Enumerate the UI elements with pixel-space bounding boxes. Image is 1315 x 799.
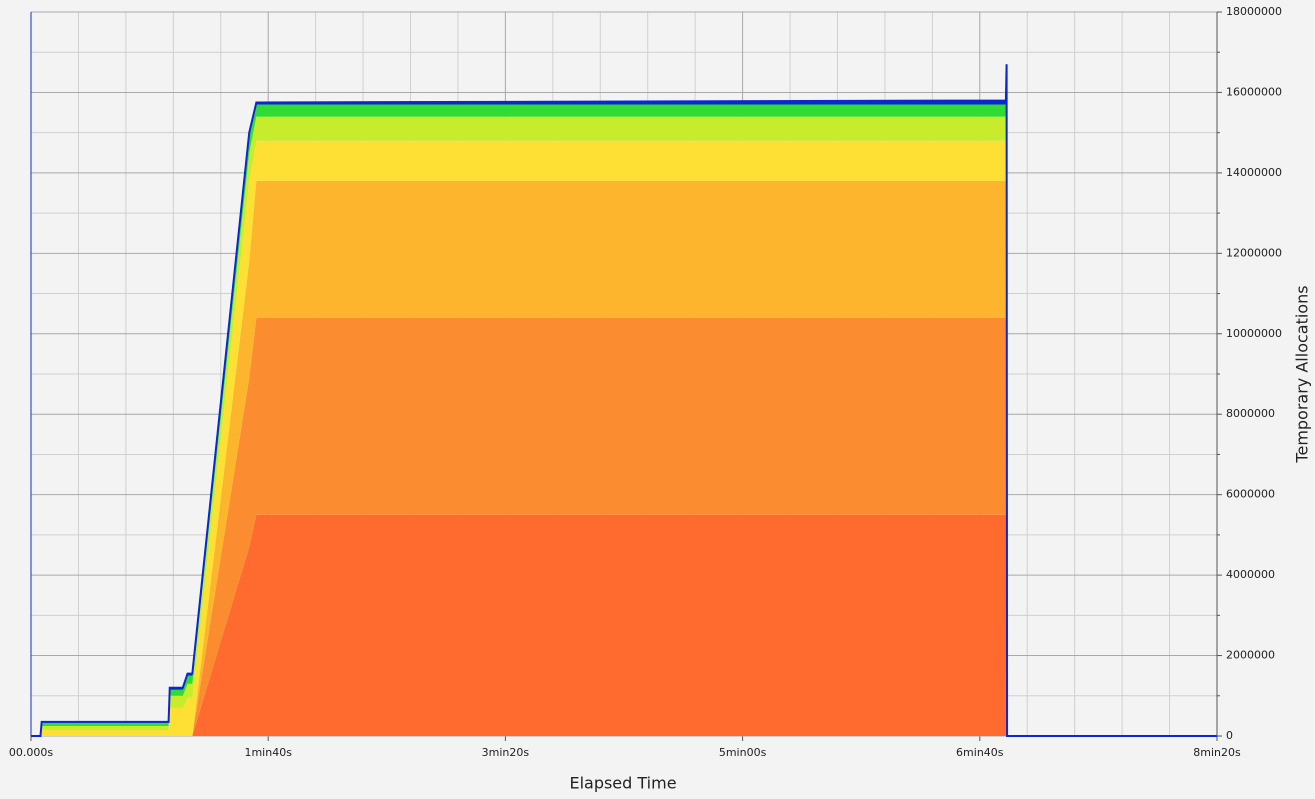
y-tick-label: 18000000 [1226, 5, 1282, 18]
y-tick-label: 8000000 [1226, 407, 1275, 420]
area [31, 317, 1217, 736]
y-tick-label: 14000000 [1226, 166, 1282, 179]
x-tick-label: 3min20s [482, 746, 530, 759]
x-tick-label: 5min00s [719, 746, 767, 759]
x-tick-label: 00.000s [9, 746, 53, 759]
y-tick-label: 12000000 [1226, 246, 1282, 259]
y-tick-label: 2000000 [1226, 649, 1275, 662]
top-line [31, 64, 1217, 737]
y-tick-label: 16000000 [1226, 85, 1282, 98]
x-tick-label: 1min40s [244, 746, 292, 759]
y-tick-label: 10000000 [1226, 327, 1282, 340]
area [31, 180, 1217, 736]
x-tick-label: 6min40s [956, 746, 1004, 759]
y-tick-label: 4000000 [1226, 568, 1275, 581]
y-tick-label: 6000000 [1226, 488, 1275, 501]
y-tick-label: 0 [1226, 729, 1233, 742]
area [31, 514, 1217, 736]
x-axis-title: Elapsed Time [569, 774, 676, 793]
y-axis-title: Temporary Allocations [1293, 285, 1312, 463]
x-tick-label: 8min20s [1193, 746, 1241, 759]
